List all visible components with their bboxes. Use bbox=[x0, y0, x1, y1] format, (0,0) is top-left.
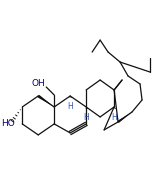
Text: ··: ·· bbox=[84, 106, 88, 112]
Text: ··: ·· bbox=[68, 95, 72, 101]
Text: H: H bbox=[111, 113, 117, 122]
Text: OH: OH bbox=[31, 79, 45, 88]
Polygon shape bbox=[37, 95, 54, 107]
Text: H: H bbox=[83, 113, 89, 122]
Text: H: H bbox=[67, 102, 73, 111]
Text: HO: HO bbox=[1, 119, 15, 128]
Polygon shape bbox=[117, 112, 132, 123]
Text: ··: ·· bbox=[112, 106, 116, 112]
